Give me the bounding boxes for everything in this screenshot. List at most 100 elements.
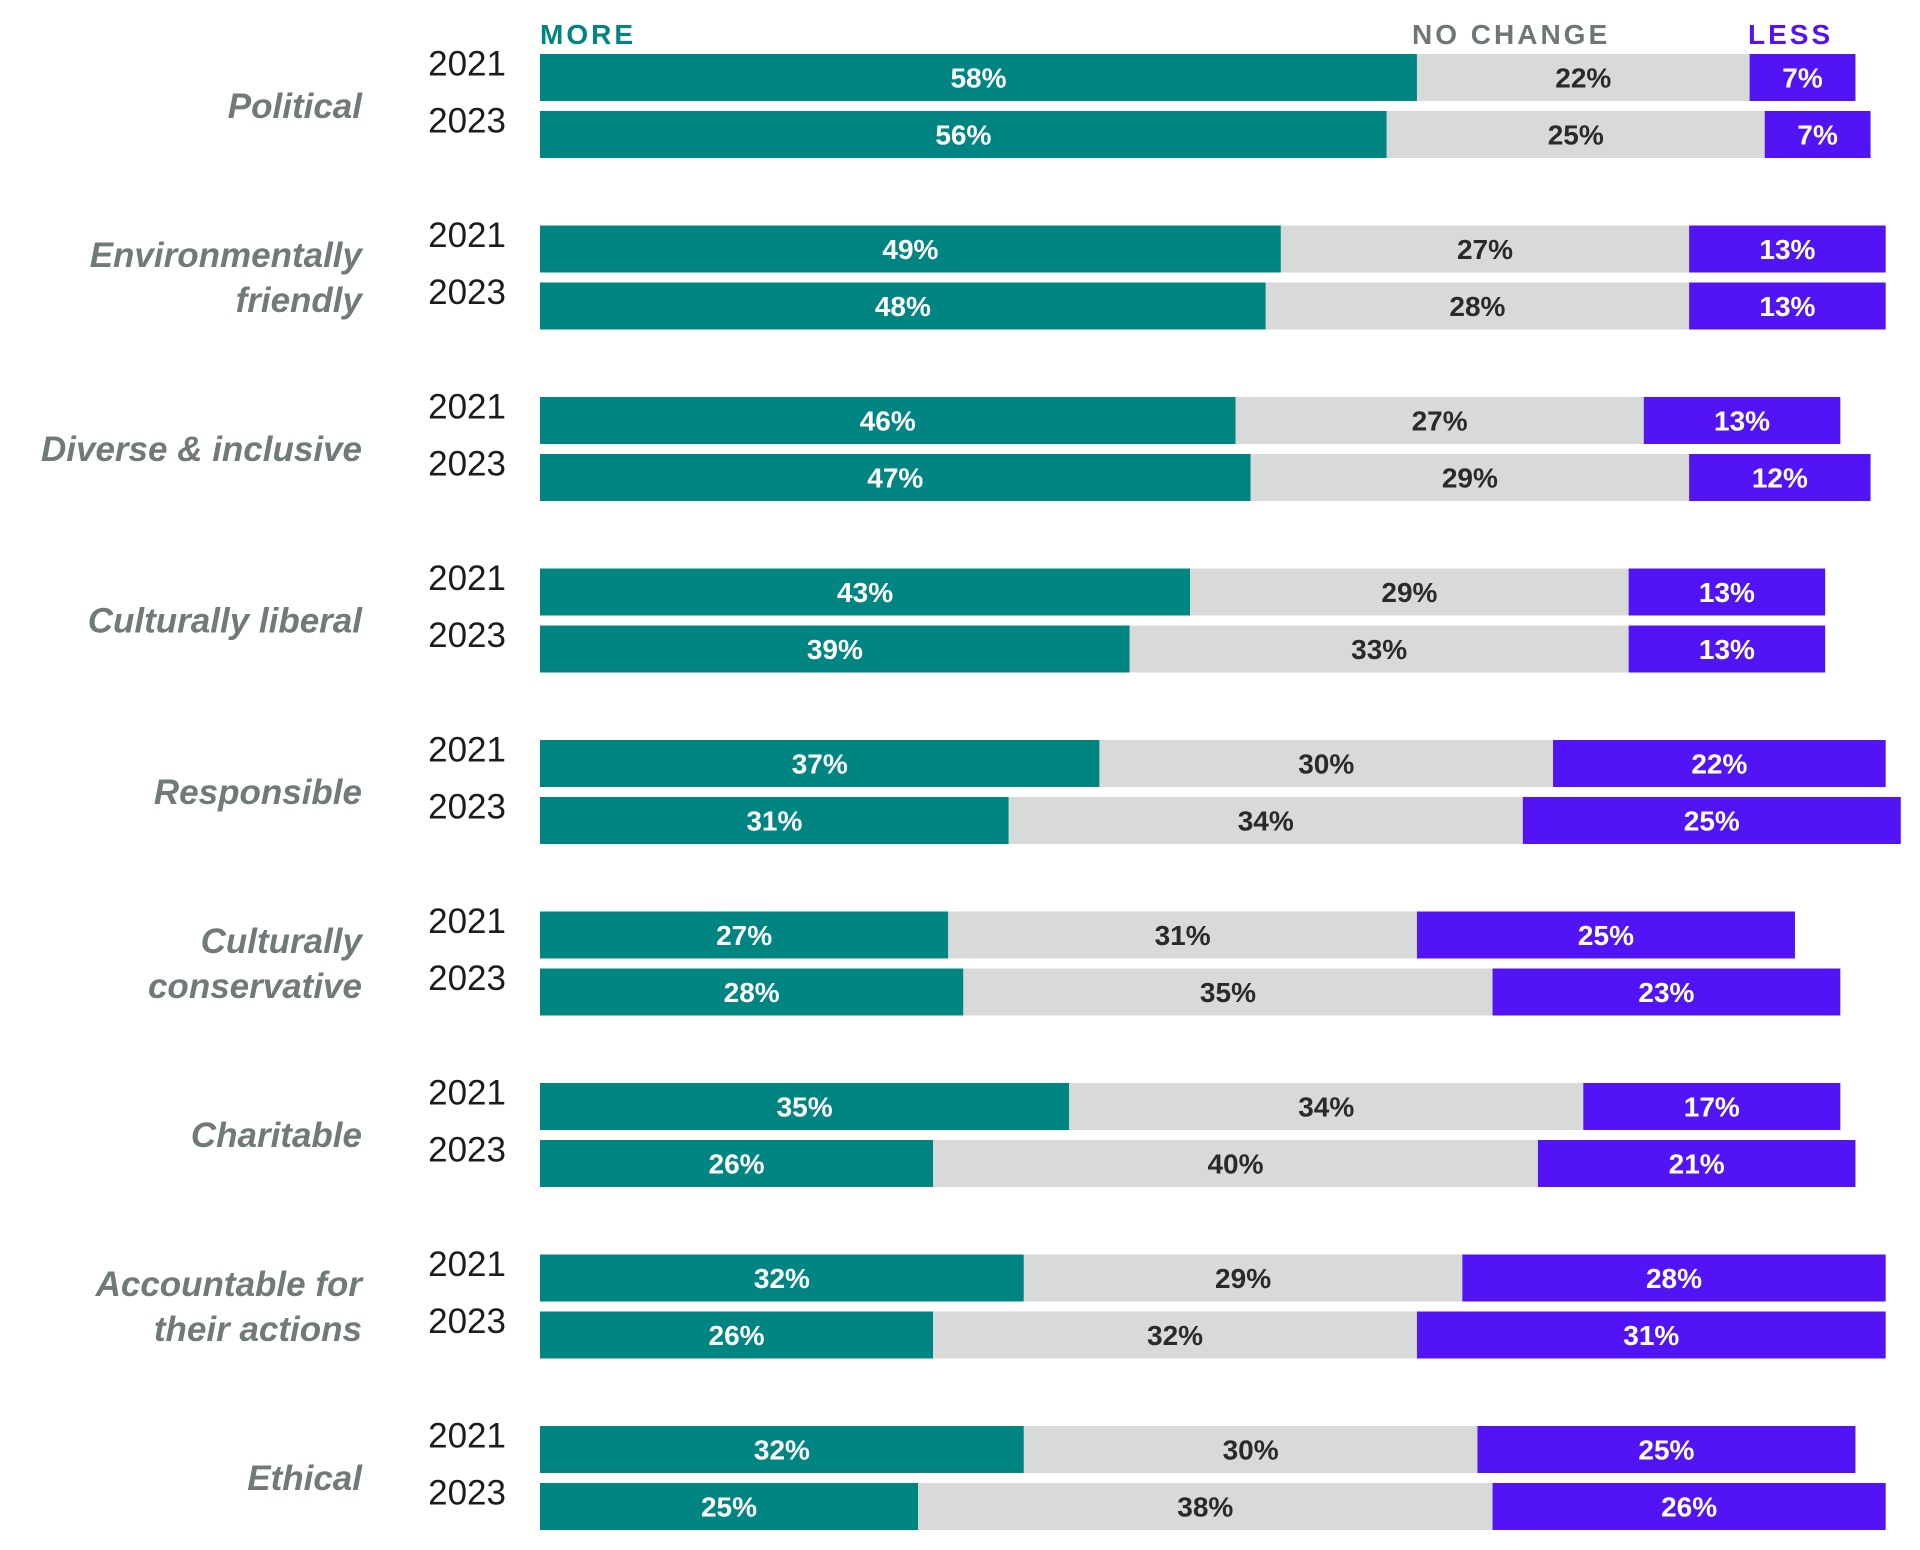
- bar-segment-no-change: [1129, 625, 1629, 673]
- year-label: 2021: [428, 1417, 506, 1456]
- value-label-less: 22%: [1691, 749, 1747, 780]
- value-label-less: 25%: [1684, 806, 1740, 837]
- value-label-more: 56%: [935, 120, 991, 151]
- value-label-less: 26%: [1661, 1492, 1717, 1523]
- value-label-no-change: 27%: [1457, 234, 1513, 265]
- bar-segment-more: [540, 111, 1387, 158]
- year-label: 2023: [428, 1131, 506, 1170]
- year-label: 2023: [428, 959, 506, 998]
- value-label-more: 31%: [746, 806, 802, 837]
- bar-segment-more: [540, 1426, 1024, 1473]
- bar-segment-no-change: [933, 1140, 1538, 1187]
- value-label-less: 21%: [1669, 1149, 1725, 1180]
- category-label: Responsible: [154, 773, 362, 812]
- year-label: 2021: [428, 388, 506, 427]
- bar-segment-more: [540, 397, 1236, 444]
- year-label: 2021: [428, 559, 506, 598]
- value-label-no-change: 28%: [1449, 291, 1505, 322]
- bar-segment-no-change: [1265, 282, 1690, 330]
- value-label-less: 13%: [1714, 406, 1770, 437]
- bar-segment-no-change: [1099, 740, 1554, 787]
- bar-segment-less: [1643, 397, 1841, 444]
- value-label-less: 25%: [1578, 920, 1634, 951]
- value-label-more: 46%: [860, 406, 916, 437]
- bar-segment-less: [1416, 1311, 1886, 1359]
- bar-segment-less: [1477, 1426, 1856, 1473]
- value-label-less: 12%: [1752, 463, 1808, 494]
- bar-segment-less: [1689, 282, 1886, 330]
- value-label-no-change: 30%: [1223, 1435, 1279, 1466]
- value-label-no-change: 33%: [1351, 634, 1407, 665]
- value-label-more: 25%: [701, 1492, 757, 1523]
- value-label-no-change: 25%: [1548, 120, 1604, 151]
- category-label: Political: [228, 87, 363, 126]
- value-label-no-change: 35%: [1200, 977, 1256, 1008]
- category-label: Ethical: [247, 1459, 363, 1498]
- value-label-less: 7%: [1797, 120, 1838, 151]
- value-label-less: 25%: [1638, 1435, 1694, 1466]
- value-label-no-change: 32%: [1147, 1320, 1203, 1351]
- category-label: Culturally liberal: [88, 602, 364, 641]
- value-label-more: 28%: [724, 977, 780, 1008]
- category-label: Culturally: [201, 922, 364, 961]
- bar-segment-no-change: [1023, 1426, 1478, 1473]
- bar-segment-more: [540, 1140, 934, 1187]
- bar-segment-less: [1689, 454, 1871, 501]
- bar-segment-less: [1462, 1254, 1886, 1302]
- bar-segment-no-change: [1250, 454, 1690, 501]
- legend-less: LESS: [1748, 19, 1833, 50]
- bar-segment-less: [1492, 1483, 1886, 1530]
- value-label-less: 13%: [1759, 291, 1815, 322]
- bar-segment-more: [540, 282, 1266, 330]
- bar-segment-more: [540, 968, 964, 1016]
- bar-segment-more: [540, 911, 949, 959]
- bar-segment-less: [1492, 968, 1841, 1016]
- year-label: 2023: [428, 1474, 506, 1513]
- category-label: Environmentally: [90, 236, 364, 275]
- value-label-no-change: 30%: [1298, 749, 1354, 780]
- bar-segment-more: [540, 1083, 1070, 1130]
- value-label-more: 26%: [709, 1149, 765, 1180]
- category-label: friendly: [236, 281, 364, 320]
- value-label-more: 27%: [716, 920, 772, 951]
- bar-segment-less: [1689, 225, 1886, 273]
- bar-segment-less: [1522, 797, 1901, 844]
- value-label-more: 47%: [867, 463, 923, 494]
- value-label-more: 32%: [754, 1263, 810, 1294]
- bar-segment-more: [540, 225, 1281, 273]
- bar-segment-no-change: [963, 968, 1493, 1016]
- bar-segment-more: [540, 1483, 918, 1530]
- bar-segment-less: [1537, 1140, 1856, 1187]
- bar-segment-less: [1764, 111, 1871, 158]
- bar-segment-more: [540, 1254, 1024, 1302]
- bar-segment-more: [540, 1311, 934, 1359]
- bar-segment-no-change: [1190, 568, 1629, 616]
- bar-segment-no-change: [1069, 1083, 1584, 1130]
- bar-segment-less: [1628, 625, 1826, 673]
- year-label: 2021: [428, 216, 506, 255]
- bar-segment-no-change: [1008, 797, 1523, 844]
- value-label-less: 17%: [1684, 1092, 1740, 1123]
- value-label-more: 26%: [709, 1320, 765, 1351]
- year-label: 2023: [428, 788, 506, 827]
- value-label-no-change: 29%: [1381, 577, 1437, 608]
- year-label: 2021: [428, 902, 506, 941]
- value-label-no-change: 29%: [1215, 1263, 1271, 1294]
- value-label-no-change: 29%: [1442, 463, 1498, 494]
- bar-segment-no-change: [933, 1311, 1417, 1359]
- bar-segment-more: [540, 568, 1191, 616]
- bar-segment-no-change: [1235, 397, 1644, 444]
- value-label-less: 31%: [1623, 1320, 1679, 1351]
- bar-segment-no-change: [1280, 225, 1690, 273]
- bar-segment-no-change: [918, 1483, 1493, 1530]
- bar-segment-more: [540, 740, 1100, 787]
- value-label-more: 43%: [837, 577, 893, 608]
- bar-segment-no-change: [948, 911, 1417, 959]
- category-label: Accountable for: [95, 1265, 365, 1304]
- value-label-more: 32%: [754, 1435, 810, 1466]
- bar-segment-no-change: [1386, 111, 1765, 158]
- bar-segment-less: [1553, 740, 1886, 787]
- bar-segment-more: [540, 625, 1130, 673]
- value-label-no-change: 22%: [1555, 63, 1611, 94]
